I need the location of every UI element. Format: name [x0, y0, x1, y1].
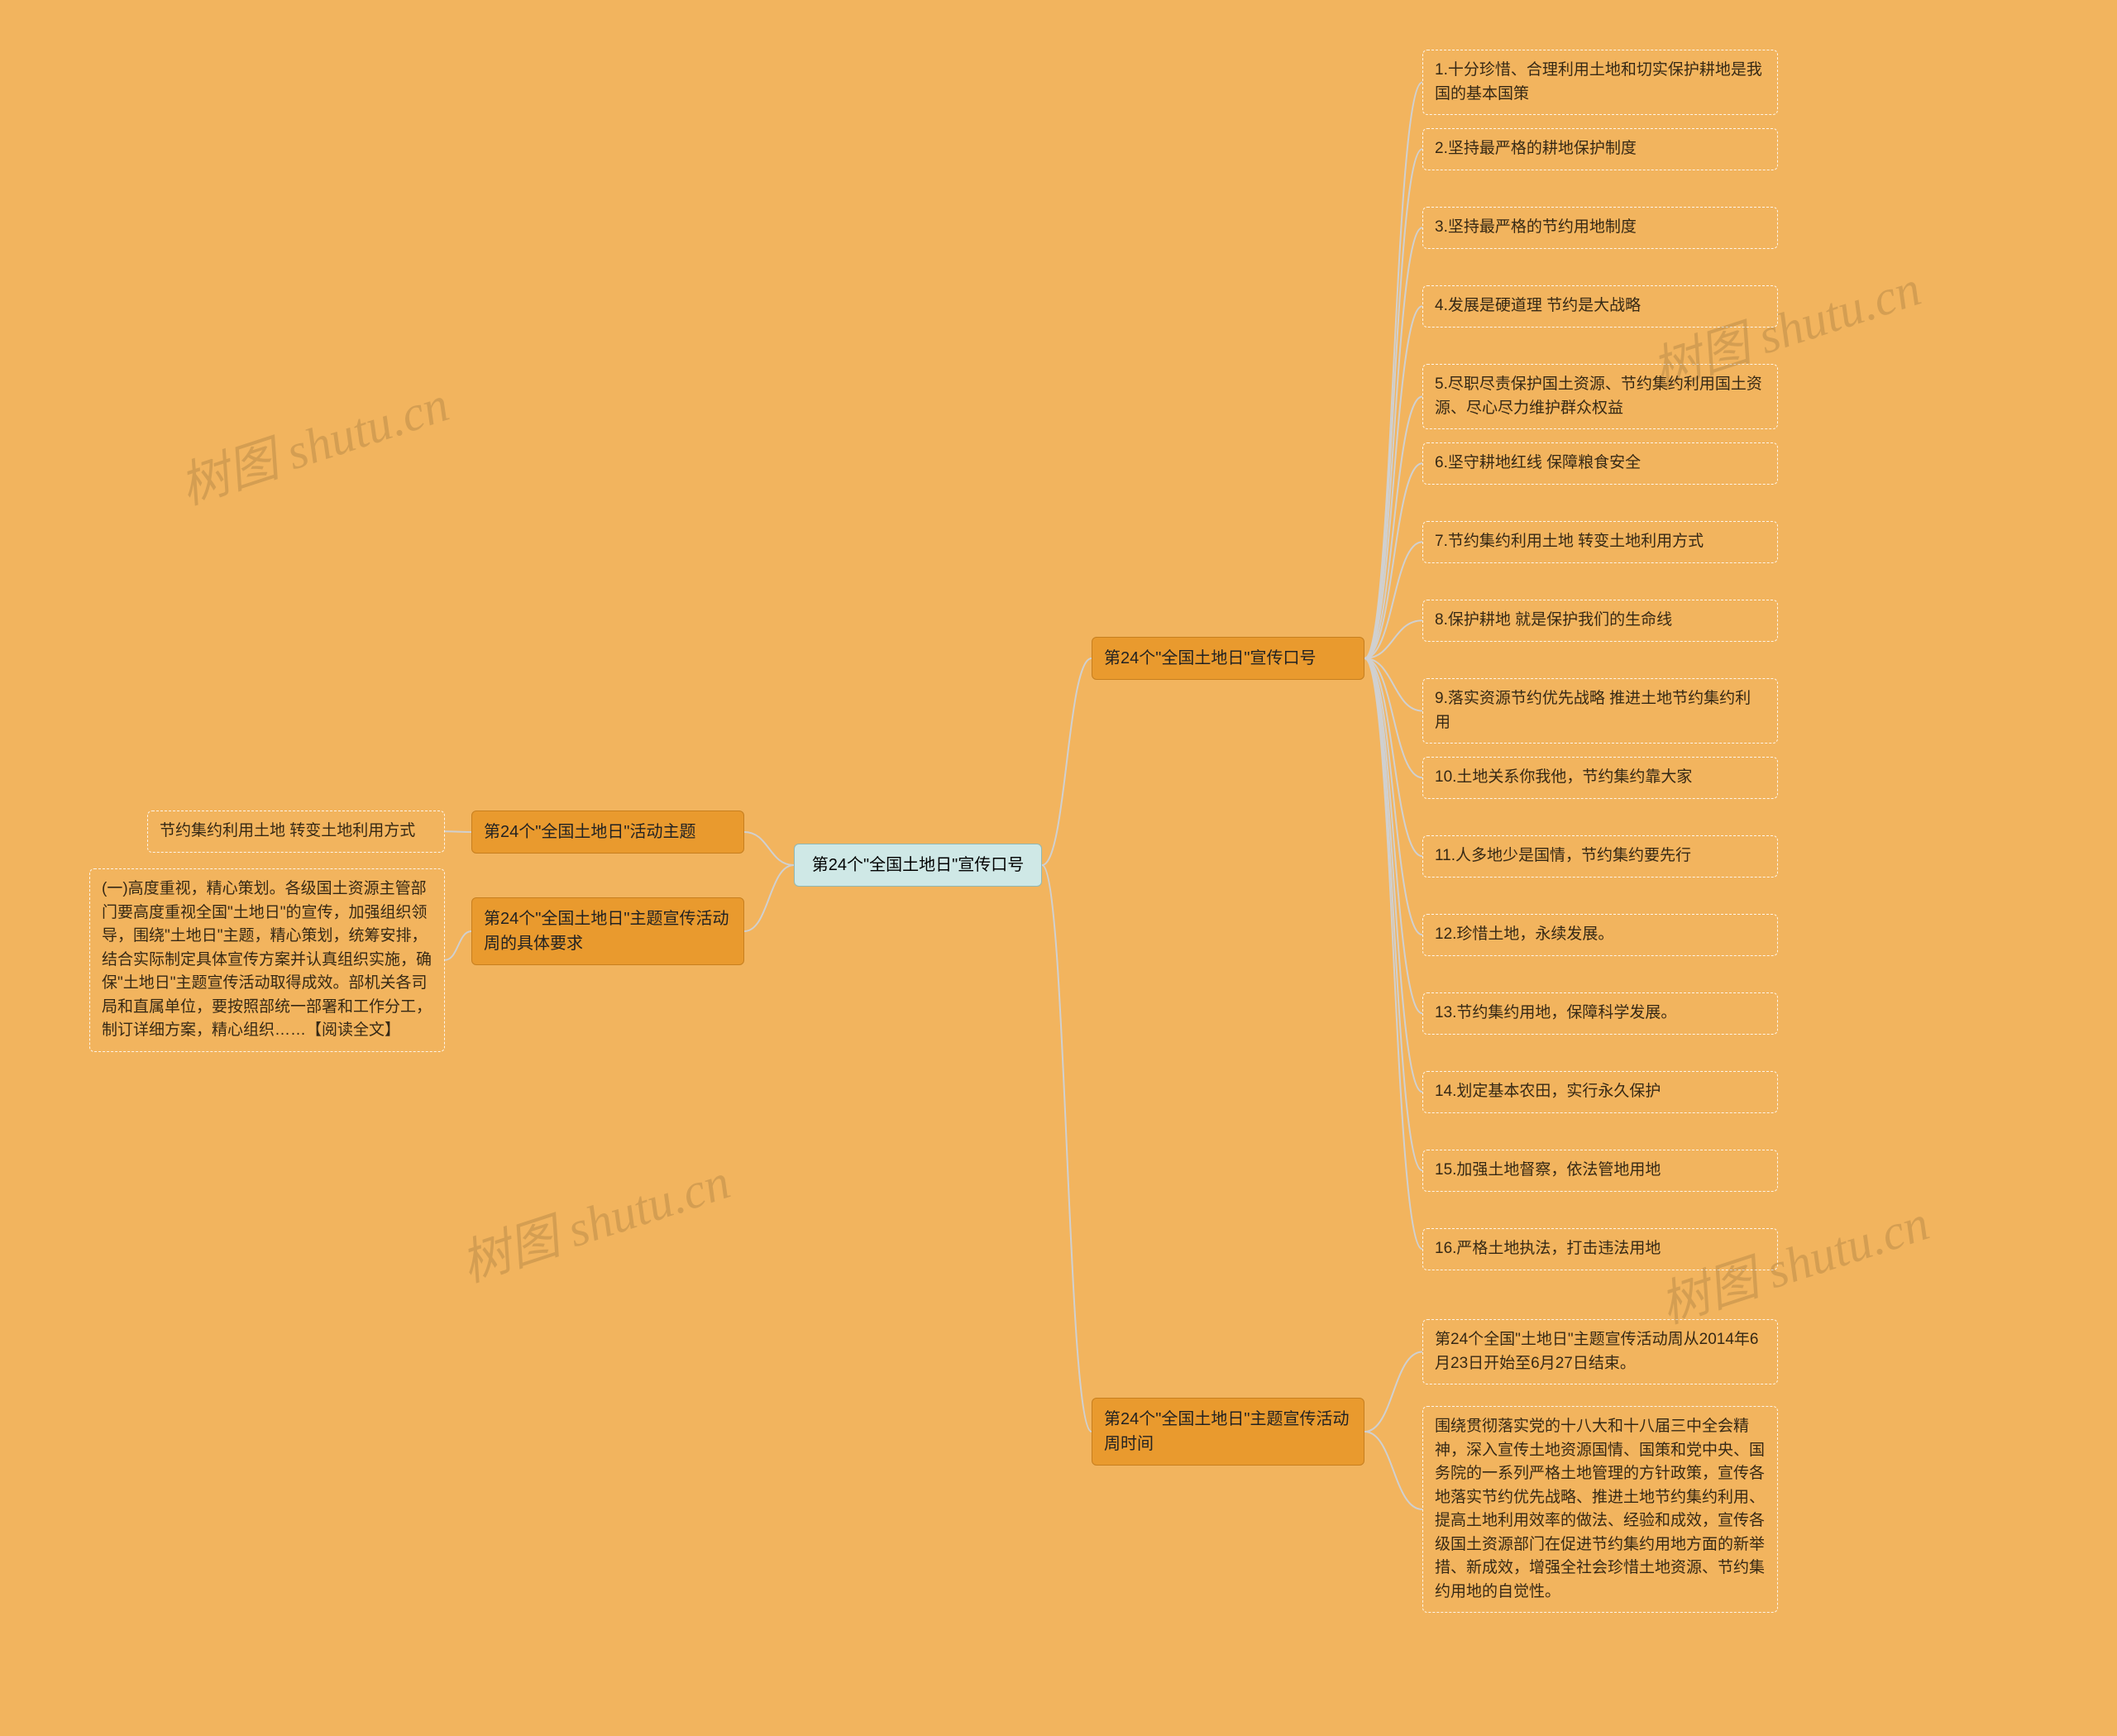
slogan-item: 9.落实资源节约优先战略 推进土地节约集约利用: [1422, 678, 1778, 744]
slogan-item: 15.加强土地督察，依法管地用地: [1422, 1150, 1778, 1192]
slogan-item: 11.人多地少是国情，节约集约要先行: [1422, 835, 1778, 878]
root-label: 第24个"全国土地日"宣传口号: [812, 856, 1024, 874]
slogan-item-text: 2.坚持最严格的耕地保护制度: [1435, 140, 1637, 157]
slogan-item: 13.节约集约用地，保障科学发展。: [1422, 992, 1778, 1035]
time-item-text: 第24个全国"土地日"主题宣传活动周从2014年6月23日开始至6月27日结束。: [1435, 1331, 1758, 1372]
branch-theme: 第24个"全国土地日"活动主题: [471, 811, 744, 854]
slogan-item-text: 9.落实资源节约优先战略 推进土地节约集约利用: [1435, 690, 1751, 731]
slogan-item-text: 10.土地关系你我他，节约集约靠大家: [1435, 768, 1692, 786]
slogan-item: 16.严格土地执法，打击违法用地: [1422, 1228, 1778, 1270]
watermark: 树图 shutu.cn: [170, 364, 456, 519]
slogan-item-text: 15.加强土地督察，依法管地用地: [1435, 1161, 1661, 1179]
slogan-item-text: 4.发展是硬道理 节约是大战略: [1435, 297, 1641, 314]
branch-theme-label: 第24个"全国土地日"活动主题: [484, 823, 695, 841]
slogan-item: 10.土地关系你我他，节约集约靠大家: [1422, 757, 1778, 799]
slogan-item-text: 6.坚守耕地红线 保障粮食安全: [1435, 454, 1641, 471]
watermark: 树图 shutu.cn: [451, 1141, 738, 1296]
slogan-item: 8.保护耕地 就是保护我们的生命线: [1422, 600, 1778, 642]
slogan-item-text: 14.划定基本农田，实行永久保护: [1435, 1083, 1661, 1100]
slogan-item-text: 5.尽职尽责保护国土资源、节约集约利用国土资源、尽心尽力维护群众权益: [1435, 375, 1762, 417]
branch-time: 第24个"全国土地日"主题宣传活动周时间: [1092, 1398, 1364, 1466]
slogan-item: 6.坚守耕地红线 保障粮食安全: [1422, 442, 1778, 485]
time-item-text: 围绕贯彻落实党的十八大和十八届三中全会精神，深入宣传土地资源国情、国策和党中央、…: [1435, 1418, 1765, 1600]
slogan-item-text: 7.节约集约利用土地 转变土地利用方式: [1435, 533, 1704, 550]
slogan-item: 1.十分珍惜、合理利用土地和切实保护耕地是我国的基本国策: [1422, 50, 1778, 115]
leaf-theme-text: 节约集约利用土地 转变土地利用方式: [160, 822, 415, 839]
slogan-item-text: 1.十分珍惜、合理利用土地和切实保护耕地是我国的基本国策: [1435, 61, 1762, 103]
slogan-item-text: 12.珍惜土地，永续发展。: [1435, 925, 1613, 943]
time-item: 第24个全国"土地日"主题宣传活动周从2014年6月23日开始至6月27日结束。: [1422, 1319, 1778, 1384]
slogan-item-text: 8.保护耕地 就是保护我们的生命线: [1435, 611, 1672, 629]
slogan-item-text: 16.严格土地执法，打击违法用地: [1435, 1240, 1661, 1257]
slogan-item: 14.划定基本农田，实行永久保护: [1422, 1071, 1778, 1113]
branch-time-label: 第24个"全国土地日"主题宣传活动周时间: [1104, 1410, 1349, 1453]
slogan-item: 7.节约集约利用土地 转变土地利用方式: [1422, 521, 1778, 563]
branch-slogans-label: 第24个"全国土地日"宣传口号: [1104, 649, 1316, 667]
slogan-item: 12.珍惜土地，永续发展。: [1422, 914, 1778, 956]
branch-slogans: 第24个"全国土地日"宣传口号: [1092, 637, 1364, 680]
time-item: 围绕贯彻落实党的十八大和十八届三中全会精神，深入宣传土地资源国情、国策和党中央、…: [1422, 1406, 1778, 1613]
slogan-item-text: 13.节约集约用地，保障科学发展。: [1435, 1004, 1676, 1021]
mindmap-canvas: 第24个"全国土地日"宣传口号 第24个"全国土地日"活动主题 节约集约利用土地…: [0, 0, 2117, 1736]
slogan-item: 5.尽职尽责保护国土资源、节约集约利用国土资源、尽心尽力维护群众权益: [1422, 364, 1778, 429]
branch-requirements: 第24个"全国土地日"主题宣传活动周的具体要求: [471, 897, 744, 965]
branch-req-label: 第24个"全国土地日"主题宣传活动周的具体要求: [484, 910, 729, 953]
leaf-req-text: (一)高度重视，精心策划。各级国土资源主管部门要高度重视全国"土地日"的宣传，加…: [102, 880, 432, 1039]
slogan-item: 4.发展是硬道理 节约是大战略: [1422, 285, 1778, 328]
slogan-item: 2.坚持最严格的耕地保护制度: [1422, 128, 1778, 170]
slogan-item-text: 3.坚持最严格的节约用地制度: [1435, 218, 1637, 236]
leaf-requirements: (一)高度重视，精心策划。各级国土资源主管部门要高度重视全国"土地日"的宣传，加…: [89, 868, 445, 1052]
leaf-theme: 节约集约利用土地 转变土地利用方式: [147, 811, 445, 853]
root-node: 第24个"全国土地日"宣传口号: [794, 844, 1042, 887]
slogan-item: 3.坚持最严格的节约用地制度: [1422, 207, 1778, 249]
slogan-item-text: 11.人多地少是国情，节约集约要先行: [1435, 847, 1691, 864]
